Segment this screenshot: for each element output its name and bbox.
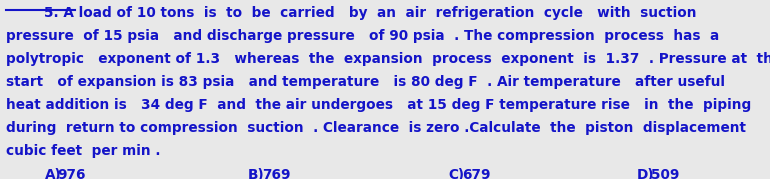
Text: start   of expansion is 83 psia   and temperature   is 80 deg F  . Air temperatu: start of expansion is 83 psia and temper… [6,75,725,89]
Text: 769: 769 [262,168,290,179]
Text: cubic feet  per min .: cubic feet per min . [6,144,161,158]
Text: 679: 679 [462,168,490,179]
Text: 5. A load of 10 tons  is  to  be  carried   by  an  air  refrigeration  cycle   : 5. A load of 10 tons is to be carried by… [6,6,697,20]
Text: pressure  of 15 psia   and discharge pressure   of 90 psia  . The compression  p: pressure of 15 psia and discharge pressu… [6,29,719,43]
Text: B): B) [248,168,265,179]
Text: 509: 509 [651,168,679,179]
Text: heat addition is   34 deg F  and  the air undergoes   at 15 deg F temperature ri: heat addition is 34 deg F and the air un… [6,98,752,112]
Text: 976: 976 [58,168,86,179]
Text: D): D) [637,168,654,179]
Text: A): A) [45,168,62,179]
Text: during  return to compression  suction  . Clearance  is zero .Calculate  the  pi: during return to compression suction . C… [6,121,770,135]
Text: polytropic   exponent of 1.3   whereas  the  expansion  process  exponent  is  1: polytropic exponent of 1.3 whereas the e… [6,52,770,66]
Text: C): C) [448,168,464,179]
